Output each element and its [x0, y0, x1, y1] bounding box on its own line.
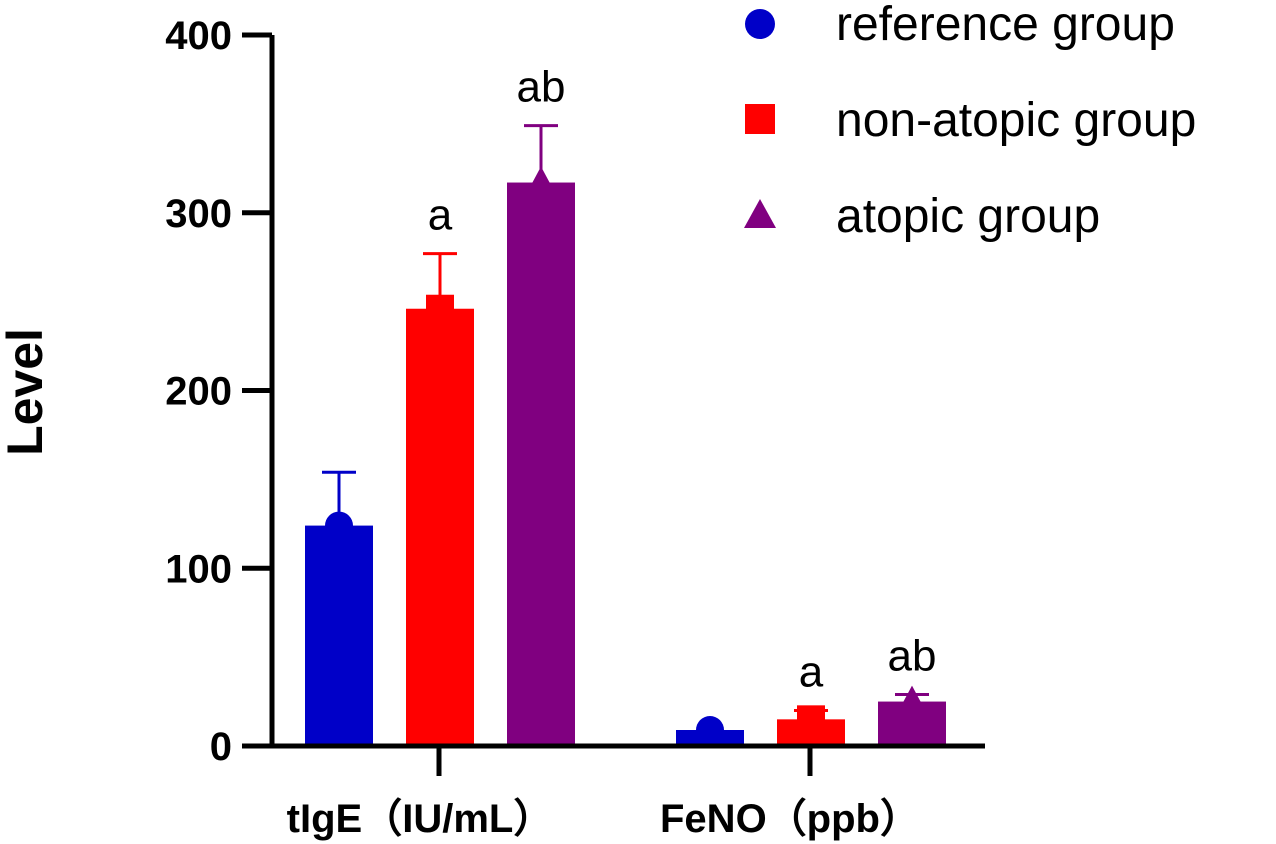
- legend-label-reference: reference group: [836, 0, 1175, 51]
- legend-marker-non-atopic: [745, 104, 775, 134]
- bar-marker-triangle: [526, 166, 556, 195]
- bar-group: [305, 470, 373, 746]
- bars-layer: a a ab ab: [305, 63, 946, 747]
- bar-group: a: [406, 191, 474, 746]
- legend-label-non-atopic: non-atopic group: [836, 94, 1196, 147]
- significance-label: a: [428, 191, 453, 240]
- bar-group: a: [777, 647, 845, 746]
- bar-marker-triangle: [897, 685, 927, 714]
- category-label-tige: tIgE（IU/mL）: [287, 797, 554, 841]
- legend: reference group non-atopic group atopic …: [744, 0, 1196, 243]
- significance-label: ab: [888, 631, 937, 680]
- bar-group: ab: [507, 63, 575, 747]
- bar-group: [676, 716, 744, 746]
- bar-marker-square: [797, 705, 825, 734]
- y-axis-label: Level: [0, 328, 53, 456]
- y-tick-label: 200: [165, 370, 232, 414]
- bar-marker-circle: [696, 716, 724, 745]
- y-tick-label: 400: [165, 14, 232, 58]
- x-categories: tIgE（IU/mL） FeNO（ppb）: [287, 746, 920, 841]
- legend-label-atopic: atopic group: [836, 190, 1100, 243]
- category-label-feno: FeNO（ppb）: [660, 797, 920, 841]
- bar: [406, 308, 474, 746]
- bar-group: ab: [878, 631, 946, 746]
- legend-marker-atopic: [744, 199, 776, 228]
- bar: [507, 182, 575, 747]
- y-tick-label: 300: [165, 192, 232, 236]
- significance-label: ab: [517, 63, 566, 112]
- bar-marker-circle: [325, 511, 353, 540]
- significance-label: a: [799, 647, 824, 696]
- y-tick-label: 0: [210, 725, 232, 769]
- legend-marker-reference: [745, 9, 775, 39]
- y-tick-label: 100: [165, 547, 232, 591]
- y-ticks: 0 100 200 300 400: [165, 14, 272, 769]
- bar: [305, 525, 373, 746]
- bar-marker-square: [426, 294, 454, 323]
